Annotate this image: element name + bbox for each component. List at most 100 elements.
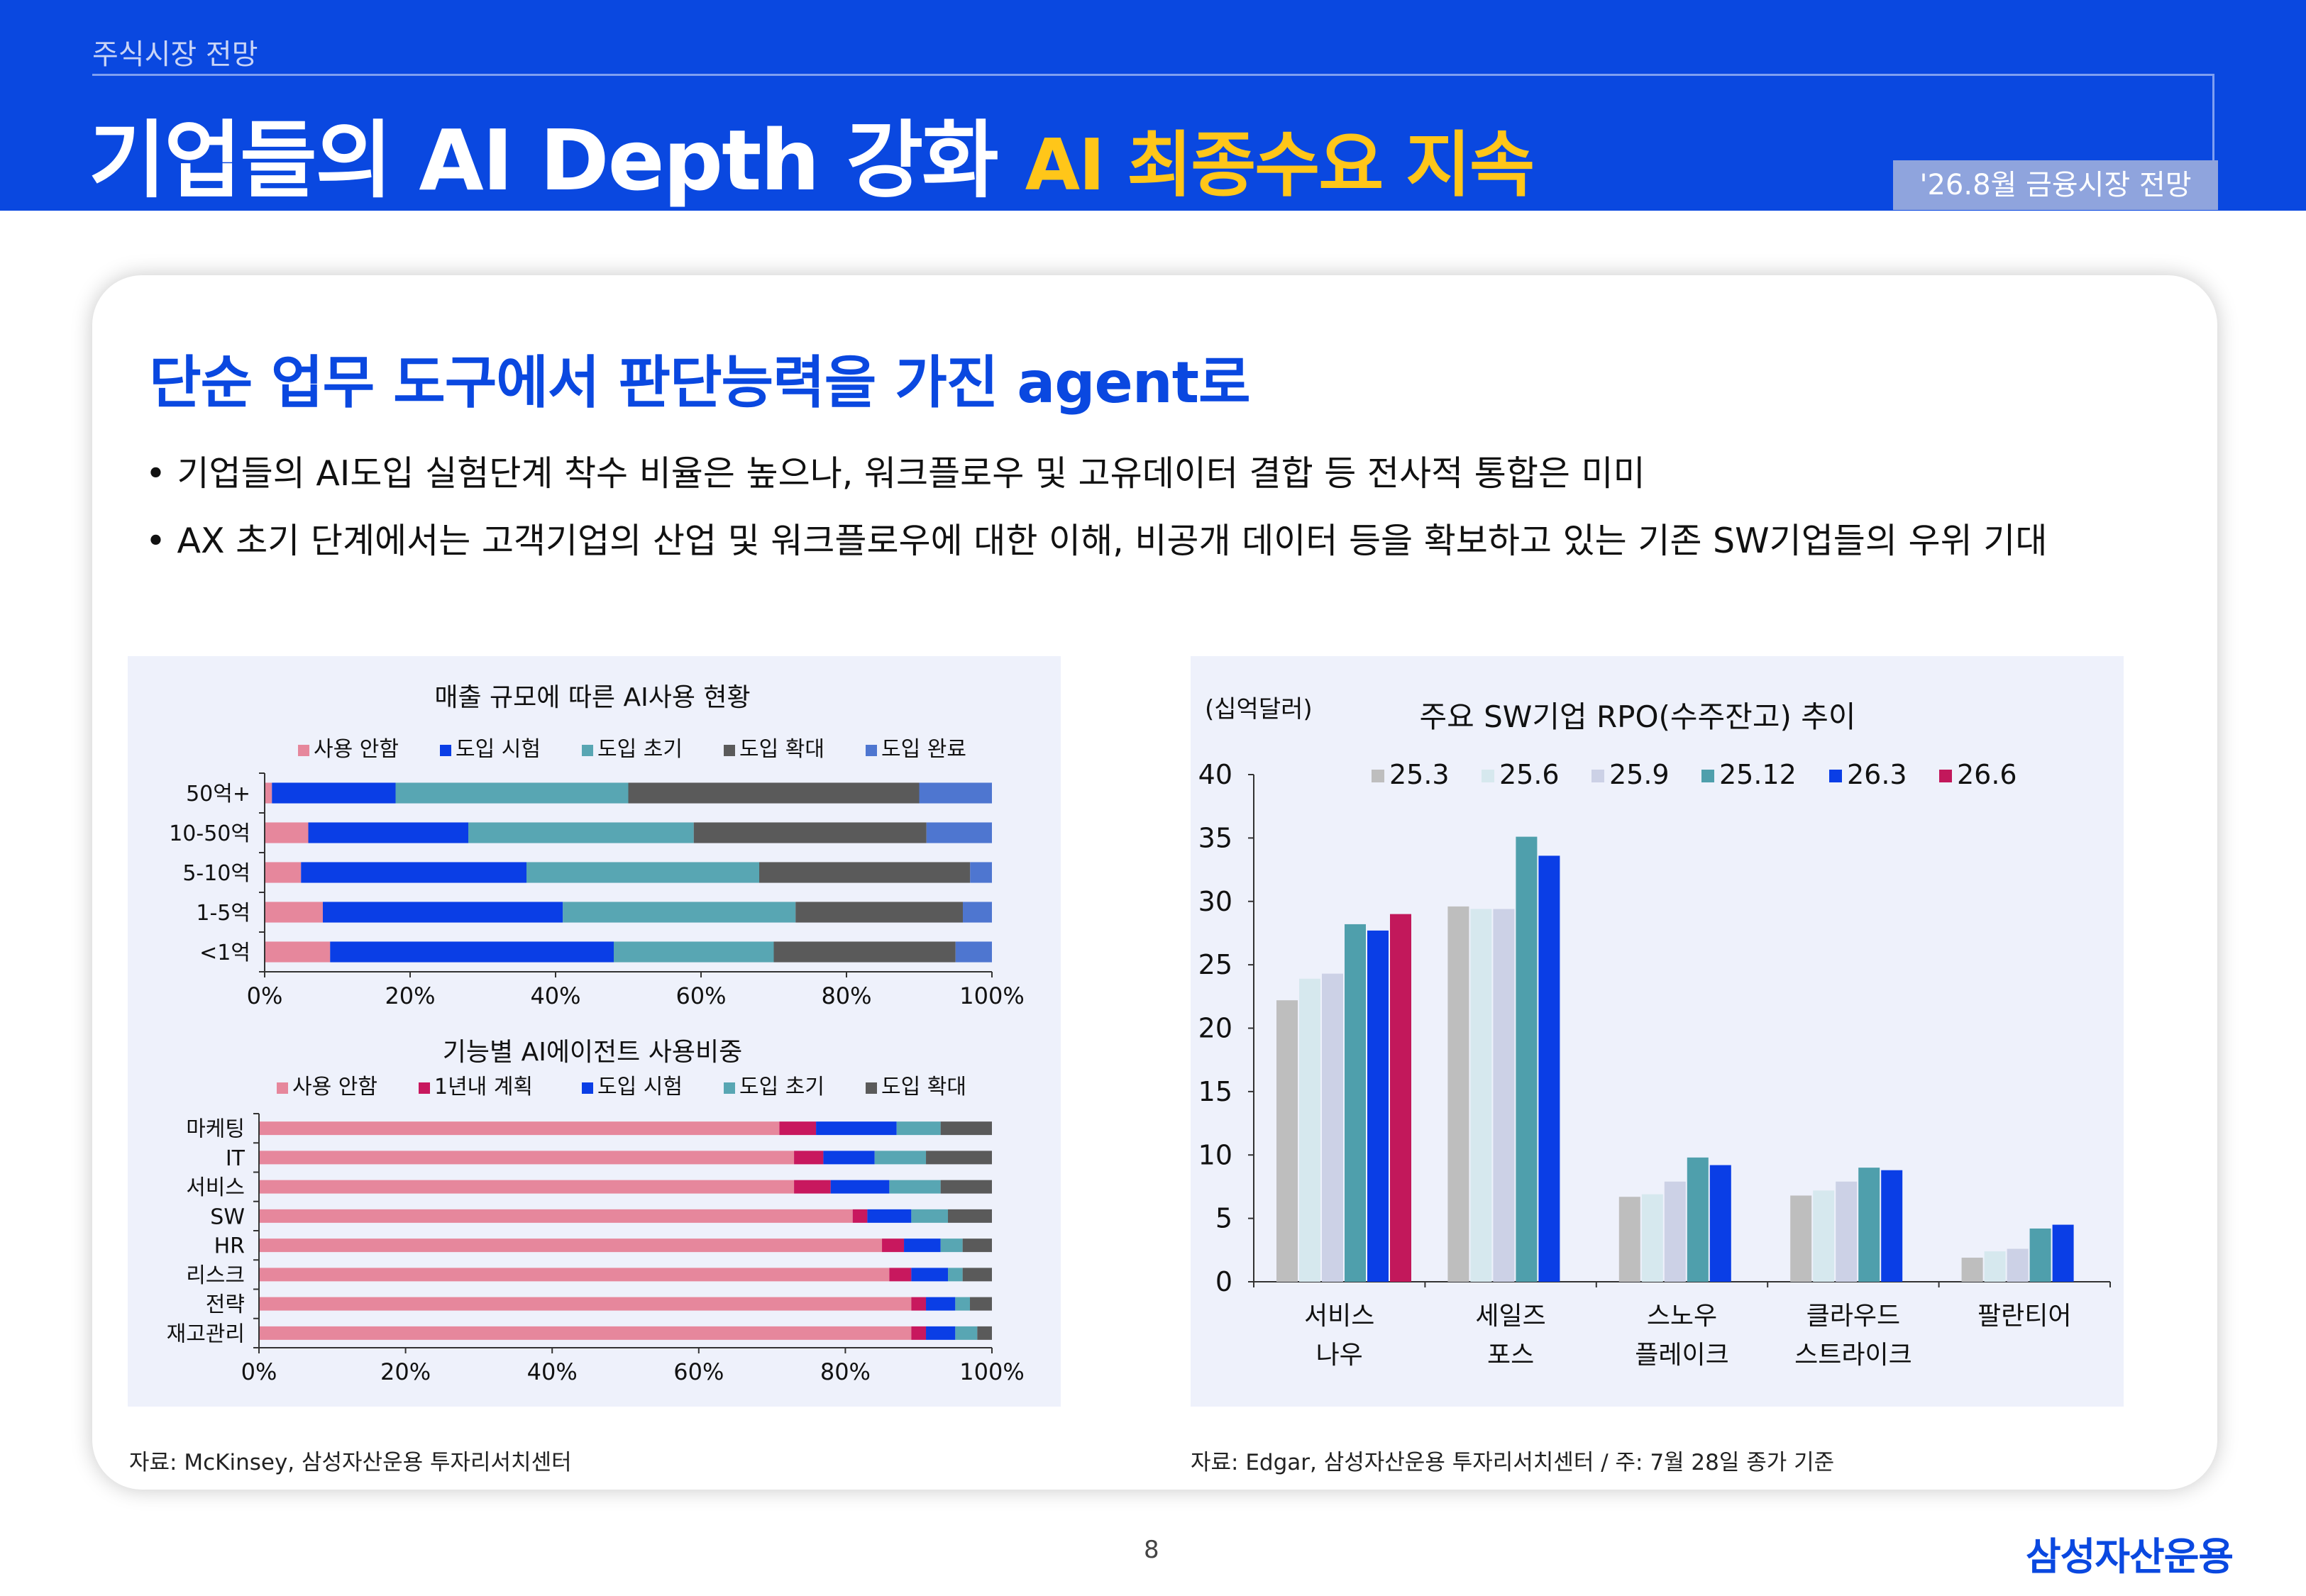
legend-swatch <box>582 745 593 756</box>
category-label: 세일즈 <box>1475 1302 1545 1331</box>
x-tick-label: 60% <box>673 1358 724 1385</box>
category-label: 10-50억 <box>169 821 250 846</box>
bar <box>1538 855 1560 1282</box>
bar-segment <box>911 1297 927 1311</box>
bar-segment <box>259 1180 795 1194</box>
legend-label: 도입 시험 <box>597 1075 683 1099</box>
chart-title: 매출 규모에 따른 AI사용 현황 <box>434 683 750 712</box>
x-tick-label: 80% <box>821 982 871 1009</box>
bullet-1: • 기업들의 AI도입 실험단계 착수 비율은 높으나, 워크플로우 및 고유데… <box>145 453 1645 494</box>
category-label: 리스크 <box>186 1263 245 1288</box>
legend-label: 25.6 <box>1499 759 1560 790</box>
x-tick-label: 40% <box>527 1358 578 1385</box>
bar-segment <box>955 1326 978 1340</box>
legend-swatch <box>298 745 309 756</box>
bar-segment <box>563 902 796 923</box>
bar-segment <box>259 1326 912 1340</box>
bar-segment <box>926 1297 956 1311</box>
legend-label: 도입 초기 <box>739 1075 824 1099</box>
bar <box>1516 836 1538 1282</box>
bar-segment <box>265 862 302 883</box>
legend-label: 26.6 <box>1957 759 2017 790</box>
legend-swatch <box>724 745 735 756</box>
bar-segment <box>759 862 971 883</box>
title-main: 기업들의 AI Depth 강화 <box>89 111 999 209</box>
legend-swatch <box>1591 770 1604 782</box>
bar-segment <box>911 1209 949 1223</box>
bullet-2: • AX 초기 단계에서는 고객기업의 산업 및 워크플로우에 대한 이해, 비… <box>145 521 2048 561</box>
bar-segment <box>867 1209 912 1223</box>
y-tick-label: 20 <box>1198 1013 1232 1044</box>
legend-swatch <box>1482 770 1494 782</box>
x-tick-label: 60% <box>675 982 726 1009</box>
chart-sw-rpo: (십억달러) 주요 SW기업 RPO(수주잔고) 추이 25.3 25.6 25.9 25… <box>1198 695 2111 1370</box>
legend-label: 도입 완료 <box>881 737 966 762</box>
x-tick-label: 20% <box>385 982 435 1009</box>
x-tick-label: 80% <box>820 1358 871 1385</box>
bar <box>1470 909 1492 1282</box>
bar <box>1367 930 1389 1282</box>
category-label: 5-10억 <box>182 861 250 886</box>
bar-segment <box>926 1151 992 1165</box>
bar-segment <box>970 862 992 883</box>
y-tick-label: 25 <box>1198 949 1232 980</box>
category-label: 클라우드 <box>1806 1302 1900 1331</box>
header-divider-vertical <box>2212 74 2214 165</box>
x-tick-label: 20% <box>380 1358 431 1385</box>
y-tick-label: 40 <box>1198 759 1232 790</box>
page-title: 기업들의 AI Depth 강화 AI 최종수요 지속 <box>89 92 1535 214</box>
bar-segment <box>773 941 956 963</box>
legend-swatch <box>277 1082 288 1094</box>
x-tick-label: 40% <box>530 982 580 1009</box>
bar-segment <box>962 1238 992 1253</box>
bar-segment <box>948 1209 992 1223</box>
category-label: <1억 <box>199 941 250 965</box>
y-tick-label: 15 <box>1198 1076 1232 1107</box>
bar-segment <box>330 941 614 963</box>
bar <box>2052 1224 2074 1282</box>
legend-label: 도입 시험 <box>456 737 541 762</box>
report-badge: '26.8월 금융시장 전망 <box>1893 160 2218 210</box>
bar-segment <box>919 782 992 804</box>
header-banner: 주식시장 전망 기업들의 AI Depth 강화 AI 최종수요 지속 '26.… <box>0 0 2306 211</box>
bar-segment <box>308 822 468 843</box>
legend-swatch <box>1829 770 1842 782</box>
left-chart-panel <box>128 656 1061 1407</box>
source-right: 자료: Edgar, 삼성자산운용 투자리서치센터 / 주: 7월 28일 종가… <box>1191 1450 1835 1475</box>
category-label: 나우 <box>1316 1341 1363 1370</box>
bar-segment <box>265 822 309 843</box>
bar-segment <box>926 1326 956 1340</box>
legend-swatch <box>1701 770 1714 782</box>
bar-segment <box>940 1180 992 1194</box>
bar <box>2007 1248 2029 1282</box>
category-label: 포스 <box>1487 1341 1534 1370</box>
bar-segment <box>962 1268 992 1282</box>
bar-segment <box>323 902 563 923</box>
bar <box>1687 1157 1709 1282</box>
bar <box>1299 978 1320 1282</box>
page-number: 8 <box>1144 1536 1159 1564</box>
category-label: 재고관리 <box>167 1321 245 1346</box>
bar-segment <box>911 1268 949 1282</box>
legend-swatch <box>582 1082 593 1094</box>
bar <box>1881 1170 1903 1282</box>
x-tick-label: 0% <box>241 1358 277 1385</box>
bar <box>1858 1168 1880 1282</box>
category-label: 전략 <box>206 1292 245 1317</box>
y-tick-label: 30 <box>1198 886 1232 917</box>
bar-segment <box>794 1151 824 1165</box>
company-logo: 삼성자산운용 <box>2026 1534 2234 1579</box>
bar-segment <box>259 1238 883 1253</box>
x-tick-label: 100% <box>959 1358 1024 1385</box>
legend-swatch <box>419 1082 430 1094</box>
bar-segment <box>265 782 272 804</box>
legend-label: 25.3 <box>1389 759 1450 790</box>
y-tick-label: 0 <box>1215 1266 1232 1297</box>
bar-segment <box>882 1238 905 1253</box>
category-label: IT <box>226 1146 246 1171</box>
header-divider <box>92 74 2214 76</box>
bar-segment <box>794 1180 831 1194</box>
bar-segment <box>779 1121 817 1136</box>
y-tick-label: 10 <box>1198 1139 1232 1170</box>
